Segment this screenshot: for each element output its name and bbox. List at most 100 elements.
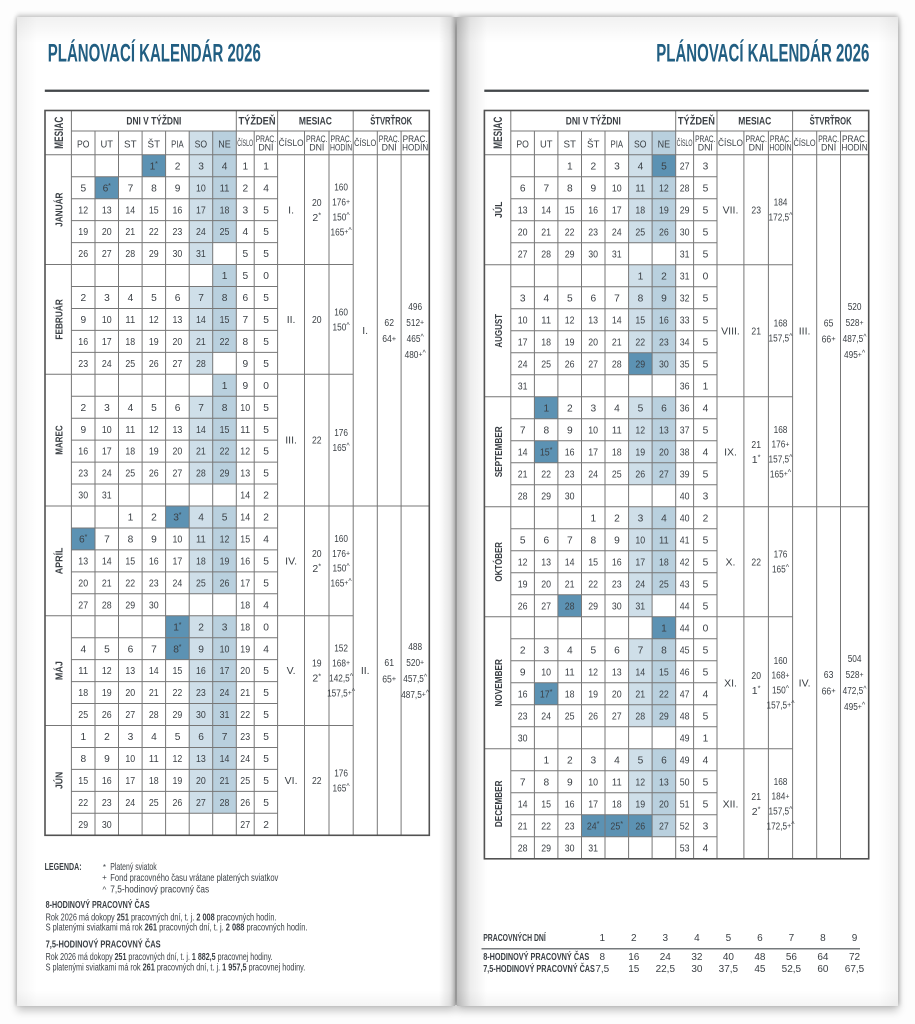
svg-text:20: 20	[312, 548, 322, 560]
svg-text:25: 25	[149, 798, 159, 809]
svg-text:DNÍ: DNÍ	[821, 143, 837, 153]
svg-text:65: 65	[823, 317, 833, 329]
svg-text:3: 3	[637, 513, 643, 524]
svg-text:26: 26	[517, 601, 527, 612]
svg-text:ČÍSLO: ČÍSLO	[354, 138, 376, 148]
svg-text:17: 17	[588, 447, 598, 458]
svg-text:18: 18	[149, 776, 159, 787]
svg-text:24*: 24*	[586, 819, 599, 832]
svg-text:ČÍSLO: ČÍSLO	[676, 138, 692, 148]
svg-text:24: 24	[173, 578, 183, 589]
svg-text:23: 23	[517, 711, 527, 722]
svg-text:MÁJ: MÁJ	[53, 661, 66, 680]
svg-text:21: 21	[635, 689, 645, 700]
svg-text:5: 5	[702, 315, 708, 326]
svg-text:2: 2	[590, 161, 596, 172]
svg-text:25: 25	[635, 227, 645, 238]
svg-text:21: 21	[240, 688, 250, 699]
svg-text:25: 25	[240, 776, 250, 787]
svg-text:15: 15	[659, 667, 669, 678]
svg-text:160: 160	[334, 183, 348, 194]
svg-text:2: 2	[263, 491, 269, 502]
svg-text:28: 28	[564, 601, 574, 612]
svg-text:26: 26	[659, 227, 669, 238]
svg-text:20: 20	[541, 579, 551, 590]
svg-text:5: 5	[263, 403, 269, 414]
svg-text:11: 11	[659, 535, 669, 546]
svg-text:62: 62	[384, 317, 394, 329]
svg-text:29: 29	[564, 249, 574, 260]
svg-text:15: 15	[588, 557, 598, 568]
svg-text:3: 3	[198, 161, 204, 172]
svg-text:12: 12	[173, 754, 183, 765]
svg-text:35: 35	[679, 359, 689, 370]
svg-text:S platenými sviatkami má rok 2: S platenými sviatkami má rok 261 pracovn…	[46, 922, 308, 933]
svg-text:21: 21	[102, 578, 112, 589]
svg-text:12: 12	[588, 667, 598, 678]
svg-text:165^: 165^	[771, 565, 789, 576]
svg-text:MAREC: MAREC	[54, 425, 66, 455]
svg-text:5: 5	[702, 777, 708, 788]
svg-text:5: 5	[263, 666, 269, 677]
svg-text:10: 10	[635, 535, 645, 546]
svg-text:6*: 6*	[103, 181, 111, 194]
svg-text:480+^: 480+^	[405, 350, 427, 361]
svg-text:22,5: 22,5	[655, 964, 675, 975]
svg-text:I.: I.	[362, 325, 368, 337]
svg-text:0: 0	[263, 381, 269, 392]
svg-text:ŠT: ŠT	[586, 137, 599, 150]
svg-text:TÝŽDEŇ: TÝŽDEŇ	[239, 115, 276, 128]
svg-text:25: 25	[125, 359, 135, 370]
svg-text:528+: 528+	[845, 670, 863, 681]
svg-text:26: 26	[240, 798, 250, 809]
svg-text:15: 15	[628, 964, 640, 975]
svg-text:11: 11	[564, 667, 574, 678]
svg-text:12: 12	[659, 183, 669, 194]
svg-text:30: 30	[78, 491, 88, 502]
svg-text:24: 24	[635, 579, 645, 590]
svg-text:157,5^: 157,5^	[768, 334, 793, 345]
svg-text:MESIAC: MESIAC	[52, 116, 66, 148]
svg-text:184+: 184+	[771, 792, 789, 803]
svg-text:26: 26	[635, 821, 645, 832]
svg-text:5: 5	[263, 732, 269, 743]
svg-text:6: 6	[614, 645, 620, 656]
svg-text:457,5^: 457,5^	[403, 674, 428, 685]
svg-text:1*: 1*	[751, 453, 760, 466]
svg-text:4: 4	[242, 227, 248, 238]
svg-text:0: 0	[263, 271, 269, 282]
svg-text:9: 9	[80, 315, 86, 326]
svg-text:28: 28	[611, 359, 621, 370]
svg-text:27: 27	[541, 601, 551, 612]
svg-text:9: 9	[198, 644, 204, 655]
svg-text:17: 17	[517, 337, 527, 348]
svg-text:7: 7	[566, 535, 572, 546]
svg-text:9: 9	[519, 667, 525, 678]
svg-text:JANUÁR: JANUÁR	[53, 192, 66, 227]
svg-text:HODÍN: HODÍN	[841, 143, 867, 153]
svg-text:8-HODINOVÝ PRACOVNÝ ČAS: 8-HODINOVÝ PRACOVNÝ ČAS	[483, 950, 589, 963]
svg-text:17*: 17*	[539, 687, 552, 700]
svg-text:20: 20	[659, 447, 669, 458]
svg-text:43: 43	[679, 579, 689, 590]
svg-text:8: 8	[222, 293, 228, 304]
svg-text:19: 19	[220, 557, 230, 568]
svg-text:3: 3	[614, 161, 620, 172]
svg-text:5: 5	[702, 359, 708, 370]
svg-text:30: 30	[564, 491, 574, 502]
svg-text:5: 5	[263, 688, 269, 699]
svg-text:PRAC.: PRAC.	[331, 134, 352, 144]
svg-text:21: 21	[517, 821, 527, 832]
svg-text:5: 5	[263, 359, 269, 370]
svg-text:31: 31	[635, 601, 645, 612]
svg-text:4: 4	[566, 645, 572, 656]
svg-text:28: 28	[125, 249, 135, 260]
svg-text:XI.: XI.	[724, 677, 737, 689]
svg-text:1: 1	[128, 513, 134, 524]
svg-text:61: 61	[384, 657, 394, 669]
svg-text:20: 20	[312, 197, 322, 209]
svg-text:7: 7	[519, 777, 525, 788]
svg-text:23: 23	[196, 688, 206, 699]
svg-text:XII.: XII.	[722, 798, 738, 810]
svg-text:29: 29	[78, 820, 88, 831]
